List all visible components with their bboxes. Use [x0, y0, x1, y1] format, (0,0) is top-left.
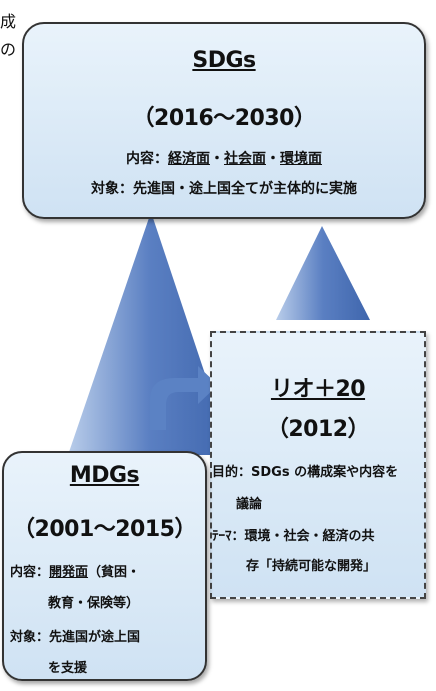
content: 内容：開発面（貧困・ [10, 561, 140, 580]
arrow [150, 366, 218, 430]
text-fragment: の [0, 40, 17, 59]
target: 対象：先進国が途上国 [10, 630, 141, 645]
theme: ﾃｰﾏ：環境・社会・経済の共 [212, 529, 375, 544]
target: 対象：先進国・途上国全てが主体的に実施 [91, 181, 357, 197]
rio-box: リオ＋20 （2012） 目的：SDGs の構成案や内容を 議論 ﾃｰﾏ：環境・… [210, 331, 426, 599]
text: 経済面 [168, 151, 210, 167]
triangle [68, 212, 232, 455]
text-fragment: 成 [0, 12, 17, 31]
triangle [276, 226, 370, 320]
text: 開発面 [49, 565, 89, 580]
theme: 存「持続可能な開発」 [246, 559, 377, 574]
text: 内容： [126, 151, 168, 167]
text: 社会面 [224, 151, 266, 167]
sdgs-box: SDGs （2016〜2030） 内容：経済面・社会面・環境面 対象：先進国・途… [22, 22, 426, 219]
purpose: 議論 [236, 497, 263, 512]
period: （2016〜2030） [132, 106, 316, 131]
title: MDGs [69, 463, 140, 488]
title: リオ＋20 [270, 377, 366, 402]
text: ・ [266, 151, 280, 167]
period: （2001〜2015） [13, 517, 196, 542]
text: （貧困・ [88, 565, 141, 580]
target: を支援 [48, 661, 88, 676]
content: 教育・保険等） [48, 596, 140, 611]
period: （2012） [266, 417, 370, 442]
purpose: 目的：SDGs の構成案や内容を [212, 465, 399, 480]
text: ・ [210, 151, 224, 167]
content: 内容：経済面・社会面・環境面 [24, 148, 424, 168]
title: SDGs [192, 48, 256, 73]
text: 環境面 [280, 151, 322, 167]
text: 内容： [10, 565, 50, 580]
mdgs-box: MDGs （2001〜2015） 内容：開発面（貧困・ 教育・保険等） 対象：先… [2, 451, 207, 681]
